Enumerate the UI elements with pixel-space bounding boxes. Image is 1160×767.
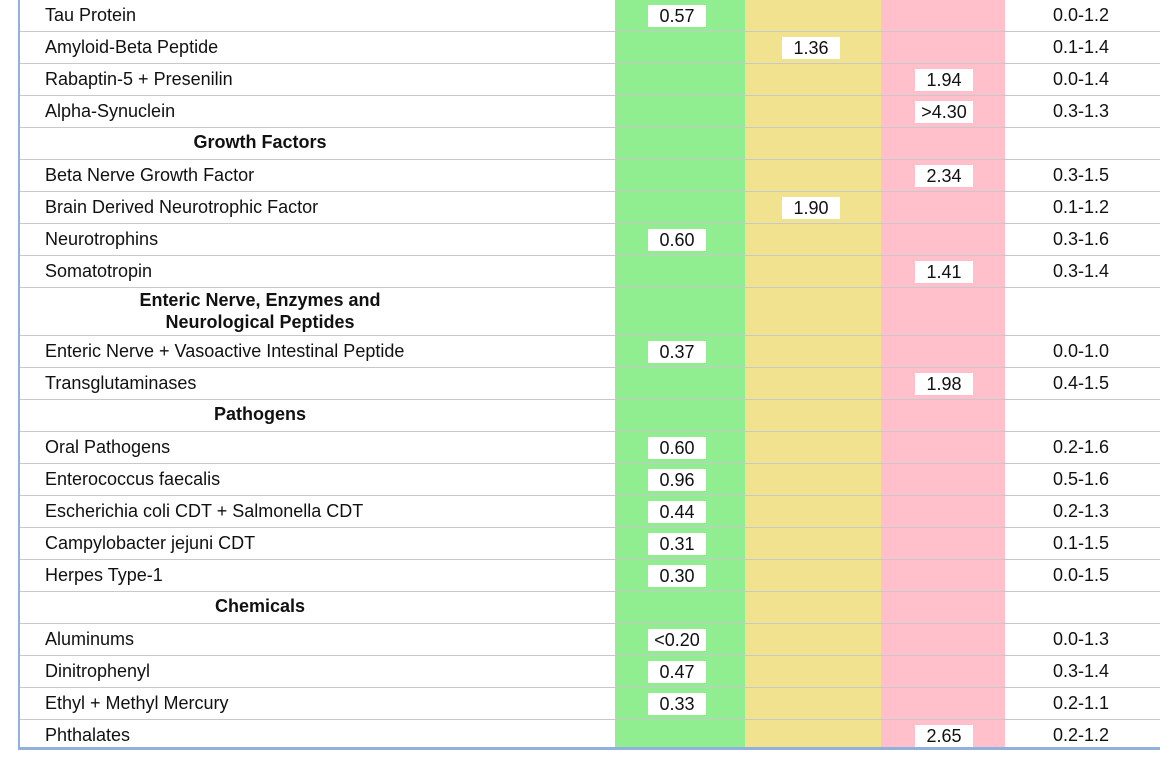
reference-range: 0.0-1.3 xyxy=(1053,629,1110,649)
table-row: Dinitrophenyl 0.47 0.3-1.4 xyxy=(20,656,1160,688)
result-value: <0.20 xyxy=(648,629,706,651)
table-row: Herpes Type-1 0.30 0.0-1.5 xyxy=(20,560,1160,592)
section-title: Growth Factors xyxy=(193,132,327,152)
result-value: >4.30 xyxy=(915,101,973,123)
table-row: Amyloid-Beta Peptide 1.36 0.1-1.4 xyxy=(20,32,1160,64)
analyte-name: Campylobacter jejuni CDT xyxy=(45,533,256,553)
reference-range: 0.3-1.3 xyxy=(1053,101,1110,121)
section-title-line: Neurological Peptides xyxy=(165,312,355,332)
result-value: 1.94 xyxy=(915,69,973,91)
analyte-name: Phthalates xyxy=(45,725,131,745)
section-title-line: Enteric Nerve, Enzymes and xyxy=(139,290,381,310)
borderline-zone-column xyxy=(745,0,881,747)
reference-range: 0.3-1.4 xyxy=(1053,261,1110,281)
table-row: Phthalates 2.65 0.2-1.2 xyxy=(20,720,1160,747)
table-row: Brain Derived Neurotrophic Factor 1.90 0.1… xyxy=(20,192,1160,224)
result-value: 1.90 xyxy=(782,197,840,219)
analyte-name: Escherichia coli CDT + Salmonella CDT xyxy=(45,501,364,521)
results-table: Tau Protein 0.57 0.0-1.2 Amyloid-Beta Pepti… xyxy=(18,0,1160,750)
table-row: Neurotrophins 0.60 0.3-1.6 xyxy=(20,224,1160,256)
reference-range: 0.3-1.5 xyxy=(1053,165,1110,185)
reference-range: 0.3-1.6 xyxy=(1053,229,1110,249)
analyte-name: Brain Derived Neurotrophic Factor xyxy=(45,197,319,217)
result-value: 1.36 xyxy=(782,37,840,59)
table-row: Enteric Nerve + Vasoactive Intestinal Pe… xyxy=(20,336,1160,368)
reference-range: 0.2-1.2 xyxy=(1053,725,1110,745)
reference-range: 0.0-1.4 xyxy=(1053,69,1110,89)
table-row: Alpha-Synuclein >4.30 0.3-1.3 xyxy=(20,96,1160,128)
analyte-name: Transglutaminases xyxy=(45,373,197,393)
reference-range: 0.0-1.0 xyxy=(1053,341,1110,361)
table-row: Ethyl + Methyl Mercury 0.33 0.2-1.1 xyxy=(20,688,1160,720)
result-value: 0.96 xyxy=(648,469,706,491)
result-value: 0.30 xyxy=(648,565,706,587)
normal-zone-column xyxy=(615,0,745,747)
table-row: Tau Protein 0.57 0.0-1.2 xyxy=(20,0,1160,32)
result-value: 0.57 xyxy=(648,5,706,27)
reference-range: 0.1-1.4 xyxy=(1053,37,1110,57)
reference-range: 0.4-1.5 xyxy=(1053,373,1110,393)
result-value: 0.47 xyxy=(648,661,706,683)
analyte-name: Tau Protein xyxy=(45,5,137,25)
reference-range: 0.5-1.6 xyxy=(1053,469,1110,489)
reference-range: 0.0-1.5 xyxy=(1053,565,1110,585)
reference-range: 0.3-1.4 xyxy=(1053,661,1110,681)
table-row: Somatotropin 1.41 0.3-1.4 xyxy=(20,256,1160,288)
analyte-name: Amyloid-Beta Peptide xyxy=(45,37,219,57)
analyte-name: Enteric Nerve + Vasoactive Intestinal Pe… xyxy=(45,341,405,361)
result-value: 1.41 xyxy=(915,261,973,283)
result-value: 0.37 xyxy=(648,341,706,363)
result-value: 0.44 xyxy=(648,501,706,523)
result-value: 2.34 xyxy=(915,165,973,187)
result-value: 0.33 xyxy=(648,693,706,715)
analyte-name: Herpes Type-1 xyxy=(45,565,163,585)
reference-range: 0.1-1.5 xyxy=(1053,533,1110,553)
table-row: Transglutaminases 1.98 0.4-1.5 xyxy=(20,368,1160,400)
section-header: Chemicals xyxy=(20,592,1160,624)
section-title: Pathogens xyxy=(213,404,306,424)
reference-range: 0.0-1.2 xyxy=(1053,5,1110,25)
table-row: Aluminums <0.20 0.0-1.3 xyxy=(20,624,1160,656)
result-value: 0.60 xyxy=(648,229,706,251)
analyte-name: Somatotropin xyxy=(45,261,153,281)
analyte-name: Dinitrophenyl xyxy=(45,661,151,681)
section-header: Growth Factors xyxy=(20,128,1160,160)
analyte-name: Aluminums xyxy=(45,629,135,649)
reference-range: 0.2-1.3 xyxy=(1053,501,1110,521)
table-row: Beta Nerve Growth Factor 2.34 0.3-1.5 xyxy=(20,160,1160,192)
result-value: 1.98 xyxy=(915,373,973,395)
result-value: 0.60 xyxy=(648,437,706,459)
section-title: Chemicals xyxy=(214,596,306,616)
analyte-name: Enterococcus faecalis xyxy=(45,469,221,489)
analyte-name: Beta Nerve Growth Factor xyxy=(45,165,255,185)
reference-range: 0.2-1.6 xyxy=(1053,437,1110,457)
result-value: 0.31 xyxy=(648,533,706,555)
section-title: Enteric Nerve, Enzymes and Neurological P… xyxy=(20,289,500,333)
result-value: 2.65 xyxy=(915,725,973,747)
analyte-name: Rabaptin-5 + Presenilin xyxy=(45,69,233,89)
table-row: Rabaptin-5 + Presenilin 1.94 0.0-1.4 xyxy=(20,64,1160,96)
table-row: Campylobacter jejuni CDT 0.31 0.1-1.5 xyxy=(20,528,1160,560)
table-row: Enterococcus faecalis 0.96 0.5-1.6 xyxy=(20,464,1160,496)
table-row: Escherichia coli CDT + Salmonella CDT 0.4… xyxy=(20,496,1160,528)
analyte-name: Alpha-Synuclein xyxy=(45,101,176,121)
section-header: Enteric Nerve, Enzymes and Neurological P… xyxy=(20,288,1160,336)
reference-range: 0.2-1.1 xyxy=(1053,693,1110,713)
table-row: Oral Pathogens 0.60 0.2-1.6 xyxy=(20,432,1160,464)
analyte-name: Ethyl + Methyl Mercury xyxy=(45,693,229,713)
analyte-name: Neurotrophins xyxy=(45,229,159,249)
section-header: Pathogens xyxy=(20,400,1160,432)
reference-range: 0.1-1.2 xyxy=(1053,197,1110,217)
analyte-name: Oral Pathogens xyxy=(45,437,171,457)
